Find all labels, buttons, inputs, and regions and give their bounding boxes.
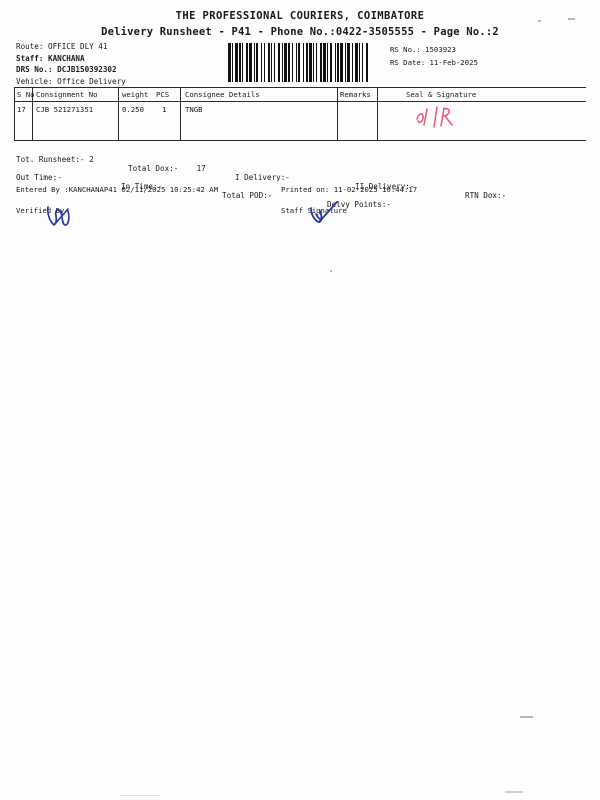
staff-signature-label: Staff Signature (281, 206, 347, 215)
table-divider-4 (337, 87, 338, 140)
scan-speck (538, 20, 541, 22)
staff-signature-mark (307, 200, 343, 234)
table-border-top (14, 87, 586, 88)
scan-speck (505, 791, 523, 793)
table-divider-3 (180, 87, 181, 140)
table-row-s-no: 17 (17, 105, 26, 114)
column-header-pcs: PCS (156, 90, 170, 99)
route-value: Route: OFFICE DLY 41 (16, 42, 108, 51)
drs-no-value: DRS No.: DCJB150392302 (16, 65, 117, 74)
summary-row-2: Out Time:- In Time:- Total POD:- Delvy P… (0, 164, 600, 218)
delvy-points-value: Delvy Points:- (327, 200, 392, 209)
header-meta-left: Route: OFFICE DLY 41 Staff: KANCHANA DRS… (16, 41, 126, 87)
staff-value: Staff: KANCHANA (16, 53, 85, 63)
scan-speck (520, 716, 533, 718)
vehicle-value: Vehicle: Office Delivery (16, 76, 126, 86)
table-divider-1 (32, 87, 33, 140)
page-subtitle: Delivery Runsheet - P41 - Phone No.:0422… (101, 26, 499, 38)
header-meta-right: RS No.: 1503923 RS Date: 11-Feb-2025 (390, 43, 478, 69)
page-title: THE PROFESSIONAL COURIERS, COIMBATORE (175, 10, 425, 22)
table-row-consignment-no: CJB 521271351 (36, 105, 94, 114)
rs-no-value: RS No.: 1503923 (390, 45, 456, 54)
tot-runsheet-value: Tot. Runsheet:- 2 (16, 155, 94, 164)
ii-delivery-value: II Delivery:- (355, 182, 415, 191)
entered-by-text: Entered By :KANCHANAP41 02/11/2025 10:25… (16, 185, 219, 194)
table-row-pcs: 1 (162, 105, 167, 114)
table-border-header (14, 101, 586, 102)
column-header-s-no: S No (17, 90, 35, 99)
table-row-consignee-details: TNGB (185, 105, 203, 114)
column-header-consignee-details: Consignee Details (185, 90, 260, 99)
column-header-consignment-no: Consignment No (36, 90, 98, 99)
table-divider-left (14, 87, 15, 140)
table-divider-2 (118, 87, 119, 140)
table-row-weight: 0.250 (122, 105, 144, 114)
seal-handwritten-mark (412, 103, 458, 137)
printed-on-text: Printed on: 11-02-2025 10:44:17 (281, 185, 418, 194)
barcode-image (228, 43, 376, 82)
scan-speck (330, 270, 332, 272)
table-border-bottom (14, 140, 586, 141)
rs-date-value: RS Date: 11-Feb-2025 (390, 58, 478, 67)
out-time-value: Out Time:- (16, 173, 62, 182)
i-delivery-value: I Delivery:- (235, 173, 290, 182)
scan-speck (120, 795, 160, 796)
column-header-seal-signature: Seal & Signature (406, 90, 477, 99)
rtn-dox-value: RTN Dox:- (465, 191, 507, 200)
column-header-weight: weight (122, 90, 149, 99)
consignment-table: S No Consignment No weight PCS Consignee… (14, 87, 586, 141)
scan-speck (568, 18, 575, 20)
in-time-value: In Time:- (121, 182, 163, 191)
table-divider-5 (377, 87, 378, 140)
column-header-remarks: Remarks (340, 90, 371, 99)
summary-row-1: Tot. Runsheet:- 2 Total Dox:- 17 I Deliv… (0, 146, 600, 209)
verified-by-signature (44, 205, 78, 235)
total-dox-value: Total Dox:- 17 (128, 164, 206, 173)
total-pod-value: Total POD:- (222, 191, 273, 200)
